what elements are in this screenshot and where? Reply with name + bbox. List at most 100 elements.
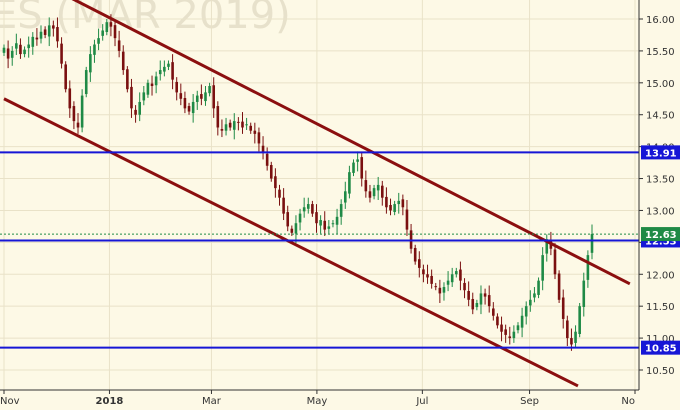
candle-body	[570, 338, 573, 345]
candle-body	[537, 280, 540, 295]
candle-body	[401, 199, 405, 208]
candle-body	[113, 25, 117, 39]
level-label: 10.85	[645, 344, 677, 355]
candle-body	[27, 44, 30, 49]
candle-body	[566, 320, 569, 339]
candle-body	[191, 101, 195, 114]
candle-body	[496, 316, 499, 326]
candle-body	[265, 153, 269, 166]
level-label: 12.53	[645, 236, 677, 247]
candle-body	[529, 299, 532, 306]
candle-body	[150, 83, 154, 87]
candle-body	[405, 209, 409, 230]
candle-body	[578, 306, 581, 335]
candle-body	[561, 297, 565, 319]
candle-body	[508, 336, 512, 339]
candle-body	[6, 48, 10, 59]
candle-body	[278, 189, 281, 198]
candle-body	[282, 197, 285, 214]
last-price-label: 12.63	[645, 230, 677, 241]
candle-body	[418, 259, 421, 268]
candle-body	[204, 92, 207, 102]
candle-body	[109, 22, 113, 27]
candle-body	[311, 204, 314, 214]
candle-body	[80, 95, 84, 128]
candle-body	[372, 188, 376, 197]
candle-body	[356, 159, 359, 162]
candle-body	[455, 271, 458, 275]
x-tick-label: Sep	[520, 396, 539, 407]
candle-body	[290, 228, 294, 233]
candle-body	[93, 44, 96, 55]
candle-body	[590, 234, 594, 253]
y-tick-label: 15.50	[646, 47, 675, 58]
y-tick-label: 11.50	[646, 302, 675, 313]
candle-body	[360, 157, 364, 179]
level-label-box	[641, 340, 680, 355]
candle-body	[512, 331, 516, 339]
candle-body	[294, 223, 298, 234]
candle-body	[467, 290, 470, 300]
y-tick-label: 11.00	[646, 334, 675, 345]
candle-body	[492, 308, 495, 316]
candle-body	[138, 101, 141, 115]
candle-body	[208, 86, 211, 94]
candle-body	[105, 22, 109, 33]
candle-body	[376, 184, 380, 191]
price-labels: 13.91 12.53 10.85 12.63	[641, 145, 680, 355]
candle-body	[323, 220, 327, 230]
candle-body	[220, 129, 224, 131]
candle-body	[76, 122, 80, 128]
candle-body	[459, 269, 462, 281]
candle-body	[23, 49, 26, 55]
candle-body	[245, 124, 248, 126]
candle-body	[442, 287, 446, 293]
candlestick-series	[2, 14, 594, 351]
candle-body	[413, 247, 417, 262]
candle-body	[450, 274, 454, 283]
candle-body	[434, 286, 438, 288]
candle-body	[483, 293, 487, 297]
candle-body	[2, 47, 6, 53]
candle-body	[524, 306, 528, 317]
candle-body	[146, 82, 150, 95]
horizontal-levels	[0, 151, 639, 349]
y-tick-label: 13.00	[646, 206, 675, 217]
candle-body	[500, 324, 503, 332]
candle-body	[331, 223, 335, 225]
candle-body	[306, 204, 310, 209]
candle-body	[422, 269, 425, 275]
candle-body	[504, 329, 507, 335]
y-tick-label: 15.00	[646, 79, 675, 90]
trend-line	[71, 0, 631, 286]
candle-body	[200, 94, 203, 99]
candle-body	[446, 280, 450, 285]
candle-body	[216, 106, 220, 128]
candle-body	[158, 70, 162, 75]
candle-body	[19, 44, 22, 55]
candle-body	[520, 315, 524, 328]
candle-body	[64, 64, 67, 90]
candle-body	[269, 165, 273, 179]
candle-body	[72, 106, 76, 122]
candle-body	[298, 213, 302, 223]
candle-body	[163, 66, 166, 72]
candle-body	[343, 191, 347, 203]
candle-body	[516, 325, 520, 331]
candle-body	[479, 293, 483, 305]
candle-body	[15, 43, 18, 49]
x-tick-label: 2018	[96, 396, 124, 407]
candle-body	[380, 185, 384, 198]
candle-body	[56, 27, 59, 42]
candle-body	[130, 86, 133, 109]
candle-body	[487, 295, 491, 307]
candle-body	[475, 302, 479, 308]
x-tick-label: Jul	[415, 396, 428, 407]
candle-body	[183, 98, 187, 109]
candle-body	[142, 92, 146, 101]
candle-body	[430, 275, 433, 284]
candle-body	[286, 212, 290, 227]
candle-body	[228, 122, 232, 128]
candle-body	[52, 25, 55, 29]
